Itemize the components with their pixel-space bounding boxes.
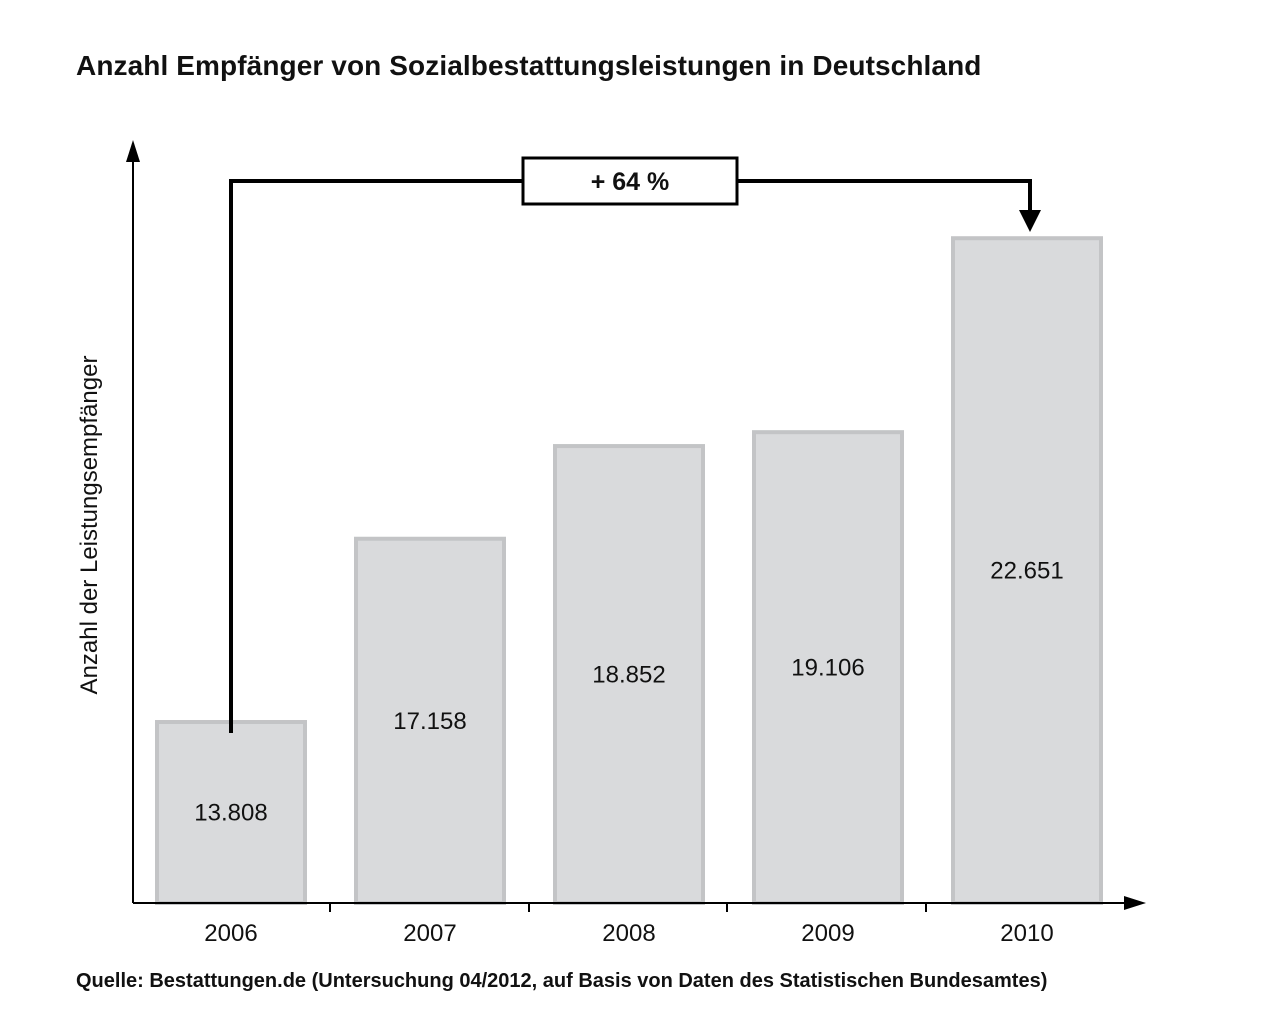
x-tick-label: 2010 [1000, 920, 1053, 947]
chart-title: Anzahl Empfänger von Sozialbestattungsle… [76, 50, 982, 81]
source-note: Quelle: Bestattungen.de (Untersuchung 04… [76, 970, 1048, 992]
bar-value-label: 18.852 [592, 662, 665, 689]
ticks-layer: 2006 2007 2008 2009 2010 [204, 903, 1054, 947]
growth-bracket-line [229, 179, 1032, 733]
x-axis-arrow [1124, 896, 1146, 910]
x-tick-label: 2008 [602, 920, 655, 947]
bar-value-label: 17.158 [393, 708, 466, 735]
bar-value-label: 13.808 [194, 800, 267, 827]
bars-layer: 13.808 17.158 18.852 19.106 22.651 [155, 236, 1103, 906]
growth-annotation-label: + 64 % [591, 168, 670, 196]
bar-2007 [354, 536, 506, 905]
bar-2006 [155, 720, 307, 906]
growth-annotation-box [521, 156, 739, 206]
x-tick-label: 2007 [403, 920, 456, 947]
x-tick-label: 2009 [801, 920, 854, 947]
bar-value-label: 22.651 [990, 558, 1063, 585]
bar-2008 [553, 444, 705, 905]
y-axis-label: Anzahl der Leistungsempfänger [76, 356, 103, 695]
y-axis-arrow [126, 140, 140, 162]
bar-value-label: 19.106 [791, 655, 864, 682]
growth-annotation: + 64 % [229, 156, 1041, 733]
x-tick-label: 2006 [204, 920, 257, 947]
axes-layer: Anzahl der Leistungsempfänger [76, 140, 1146, 910]
growth-arrow-head [1019, 210, 1041, 232]
